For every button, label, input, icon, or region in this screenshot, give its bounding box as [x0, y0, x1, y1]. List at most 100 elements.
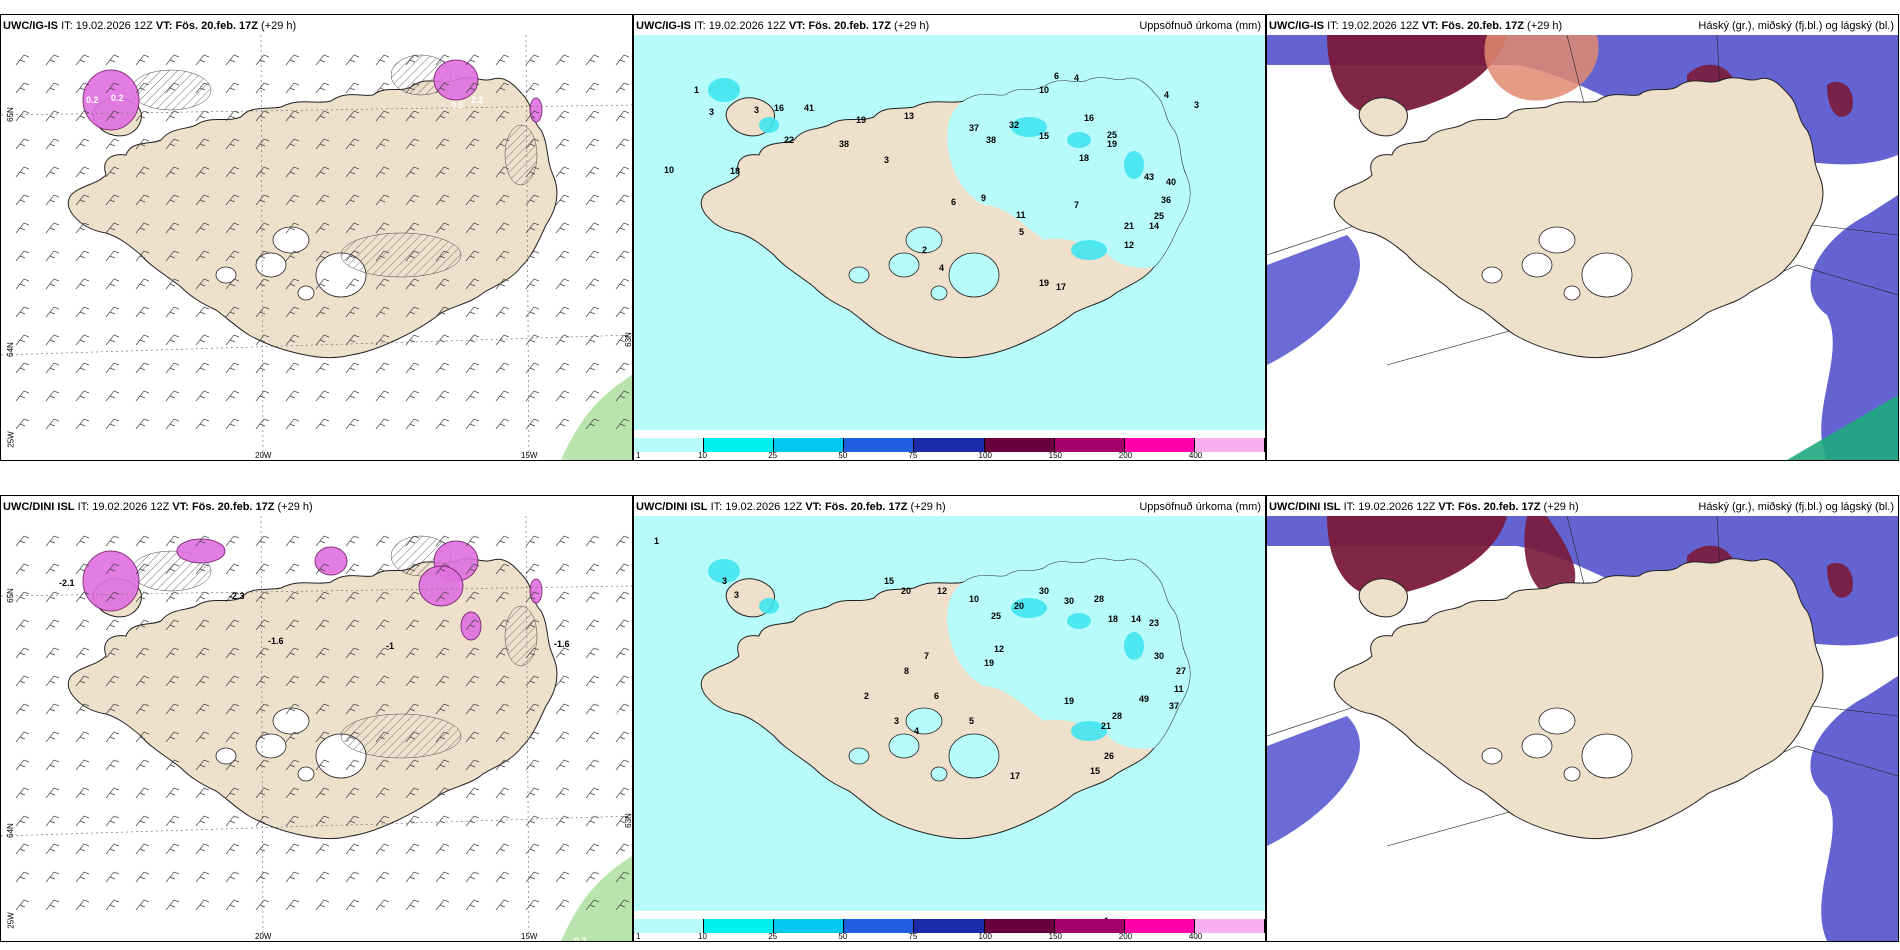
map-value-label: 0.5: [451, 100, 464, 110]
init-time: 19.02.2026 12Z: [92, 501, 170, 513]
panel-title: UWC/DINI ISL IT: 19.02.2026 12Z VT: Fös.…: [636, 498, 946, 516]
it-label: IT:: [1343, 501, 1356, 513]
panel-header: UWC/IG-IS IT: 19.02.2026 12Z VT: Fös. 20…: [634, 17, 1265, 35]
map-value-label: 32: [1009, 120, 1020, 130]
colorbar-tick: 25: [768, 932, 778, 941]
panel-header: UWC/DINI ISL IT: 19.02.2026 12Z VT: Fös.…: [634, 498, 1265, 516]
map-value-label: 5: [969, 716, 975, 726]
map-value-label: 1.5: [608, 706, 621, 716]
map-value-label: 3: [1194, 100, 1200, 110]
map-panel-p4: UWC/DINI ISL IT: 19.02.2026 12Z VT: Fös.…: [0, 495, 633, 942]
map-value-label: 16: [774, 103, 785, 113]
map-value-label: 3: [734, 590, 740, 600]
colorbar-swatch: [634, 919, 705, 933]
map-value-label: 3: [722, 576, 728, 586]
map-value-label: 1.5: [601, 726, 614, 736]
map-panel-p2: UWC/IG-IS IT: 19.02.2026 12Z VT: Fös. 20…: [633, 14, 1266, 461]
colorbar-tick: 10: [698, 932, 708, 941]
map-value-label: 28: [1112, 711, 1123, 721]
map-value-label: 30: [1064, 596, 1075, 606]
colorbar-swatch: [634, 438, 705, 452]
map-value-label: 13: [904, 111, 915, 121]
colorbar-tick: 1: [636, 451, 641, 460]
wet-bulb-area: [82, 69, 140, 131]
map-value-label: 2.2: [471, 95, 484, 105]
map-value-label: 10: [1039, 85, 1050, 95]
map-value-label: 17: [1056, 282, 1067, 292]
map-value-label: 15: [1039, 131, 1050, 141]
iceland-landmass: [1333, 77, 1824, 359]
map-value-label: 0.2: [111, 93, 124, 103]
map-value-label: 4: [1074, 73, 1080, 83]
panel-title: UWC/DINI ISL IT: 19.02.2026 12Z VT: Fös.…: [1269, 498, 1579, 516]
colorbar-swatch: [774, 919, 845, 933]
map-value-label: 16: [1084, 113, 1095, 123]
field-title: Uppsöfnuð úrkoma (mm): [1139, 20, 1261, 32]
field-title: Háský (gr.), miðský (fj.bl.) og lágský (…: [1698, 20, 1894, 32]
init-time: 19.02.2026 12Z: [75, 20, 153, 32]
map-value-label: 23: [1149, 618, 1160, 628]
model-name: UWC/IG-IS: [3, 20, 58, 32]
wet-bulb-area: [82, 550, 140, 612]
map-value-label: 19: [1064, 696, 1075, 706]
map-value-label: 2.8: [121, 137, 134, 147]
colorbar-swatch: [1124, 919, 1195, 933]
latitude-label: 64N: [5, 342, 15, 357]
colorbar-tick: 75: [908, 451, 918, 460]
wet-bulb-area: [529, 578, 543, 604]
lead-time: (+29 h): [277, 501, 313, 513]
colorbar-tick: 150: [1048, 451, 1063, 460]
latitude-label: 63N: [623, 813, 633, 828]
map-value-label: 25: [991, 611, 1002, 621]
map-value-label: 37: [1169, 701, 1180, 711]
vt-label: VT:: [788, 20, 806, 32]
map-value-label: 38: [986, 135, 997, 145]
init-time: 19.02.2026 12Z: [725, 501, 803, 513]
map-value-label: 10: [664, 165, 675, 175]
lead-time: (+29 h): [894, 20, 930, 32]
longitude-label: 15W: [521, 451, 538, 460]
map-value-label: 3: [894, 716, 900, 726]
map-value-label: -1.6: [554, 639, 570, 649]
map-value-label: 25: [1154, 211, 1165, 221]
vt-label: VT:: [155, 20, 173, 32]
map-value-label: 1: [654, 536, 660, 546]
colorbar-swatch: [704, 438, 775, 452]
model-name: UWC/DINI ISL: [636, 501, 708, 513]
vt-label: VT:: [1438, 501, 1455, 513]
colorbar-tick: 200: [1118, 932, 1133, 941]
map-value-label: 12: [994, 644, 1005, 654]
map-value-label: 11: [1174, 684, 1184, 694]
valid-time: Fös. 20.feb. 17Z: [1441, 20, 1524, 32]
init-time: 19.02.2026 12Z: [1358, 501, 1436, 513]
it-label: IT:: [1327, 20, 1339, 32]
map-value-label: 11: [1016, 210, 1026, 220]
mid-cloud-area: [1327, 516, 1507, 597]
valid-time: Fös. 20.feb. 17Z: [175, 20, 258, 32]
panel-title: UWC/IG-IS IT: 19.02.2026 12Z VT: Fös. 20…: [636, 17, 929, 35]
iceland-landmass: [67, 558, 558, 840]
map-value-label: 12: [1124, 240, 1135, 250]
colorbar-tick: 1: [636, 932, 641, 941]
model-name: UWC/DINI ISL: [3, 501, 75, 513]
panel-title: UWC/IG-IS IT: 19.02.2026 12Z VT: Fös. 20…: [1269, 17, 1562, 35]
latitude-label: 64N: [5, 823, 15, 838]
precip-colorbar: 1 10 25 50 75 100 150 200 400: [634, 438, 1265, 460]
valid-time: Fös. 20.feb. 17Z: [808, 20, 891, 32]
longitude-label: 15W: [521, 932, 538, 941]
colorbar-tick: 50: [838, 451, 848, 460]
wind-barbs: [15, 54, 630, 430]
map-value-label: 36: [1161, 195, 1172, 205]
panel-title: UWC/DINI ISL IT: 19.02.2026 12Z VT: Fös.…: [3, 498, 313, 516]
map-value-label: 3: [754, 105, 760, 115]
iceland-landmass: [67, 77, 558, 359]
colorbar-swatch: [1054, 919, 1125, 933]
map-value-label: 25: [1107, 130, 1118, 140]
map-value-label: 6: [951, 197, 957, 207]
colorbar-tick: 200: [1118, 451, 1133, 460]
map-value-label: 37: [969, 123, 980, 133]
map-value-label: 22: [784, 135, 795, 145]
precip-area: [947, 558, 1190, 749]
colorbar-tick: 400: [1188, 932, 1203, 941]
colorbar-tick: 400: [1188, 451, 1203, 460]
